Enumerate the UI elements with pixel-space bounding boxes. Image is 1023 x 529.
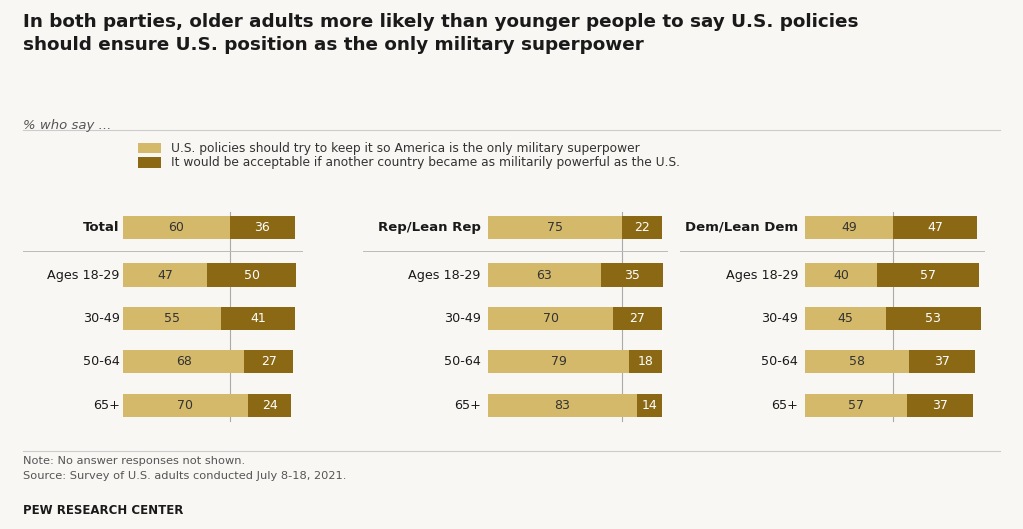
FancyBboxPatch shape xyxy=(629,350,662,373)
Text: 58: 58 xyxy=(849,355,865,368)
Text: 68: 68 xyxy=(176,355,191,368)
Text: 37: 37 xyxy=(934,355,950,368)
Text: 14: 14 xyxy=(641,399,657,412)
Text: 50-64: 50-64 xyxy=(83,355,120,368)
Text: 53: 53 xyxy=(925,312,941,325)
Text: Ages 18-29: Ages 18-29 xyxy=(725,269,798,281)
FancyBboxPatch shape xyxy=(805,216,893,239)
FancyBboxPatch shape xyxy=(805,394,907,417)
FancyBboxPatch shape xyxy=(123,307,221,330)
Text: 79: 79 xyxy=(550,355,567,368)
FancyBboxPatch shape xyxy=(877,263,979,287)
Text: 70: 70 xyxy=(177,399,193,412)
Text: 70: 70 xyxy=(542,312,559,325)
Text: 47: 47 xyxy=(157,269,173,281)
FancyBboxPatch shape xyxy=(805,350,909,373)
FancyBboxPatch shape xyxy=(221,307,295,330)
FancyBboxPatch shape xyxy=(123,216,230,239)
Text: 35: 35 xyxy=(624,269,640,281)
Text: 30-49: 30-49 xyxy=(83,312,120,325)
FancyBboxPatch shape xyxy=(893,216,977,239)
FancyBboxPatch shape xyxy=(907,394,974,417)
FancyBboxPatch shape xyxy=(636,394,662,417)
Text: 65+: 65+ xyxy=(771,399,798,412)
Text: 45: 45 xyxy=(838,312,853,325)
Text: 50-64: 50-64 xyxy=(444,355,481,368)
Text: 36: 36 xyxy=(255,221,270,234)
Text: Rep/Lean Rep: Rep/Lean Rep xyxy=(377,221,481,234)
Text: 30-49: 30-49 xyxy=(444,312,481,325)
FancyBboxPatch shape xyxy=(488,216,622,239)
Text: U.S. policies should try to keep it so America is the only military superpower: U.S. policies should try to keep it so A… xyxy=(171,142,639,154)
FancyBboxPatch shape xyxy=(805,307,886,330)
Text: 41: 41 xyxy=(250,312,266,325)
Text: Ages 18-29: Ages 18-29 xyxy=(47,269,120,281)
FancyBboxPatch shape xyxy=(622,216,662,239)
Text: 57: 57 xyxy=(848,399,864,412)
Text: 27: 27 xyxy=(261,355,276,368)
Text: 55: 55 xyxy=(164,312,180,325)
Text: 18: 18 xyxy=(637,355,654,368)
FancyBboxPatch shape xyxy=(488,307,613,330)
Text: In both parties, older adults more likely than younger people to say U.S. polici: In both parties, older adults more likel… xyxy=(23,13,858,54)
Text: 40: 40 xyxy=(833,269,849,281)
Text: 27: 27 xyxy=(629,312,646,325)
FancyBboxPatch shape xyxy=(601,263,663,287)
Text: 49: 49 xyxy=(841,221,857,234)
Text: 65+: 65+ xyxy=(454,399,481,412)
FancyBboxPatch shape xyxy=(886,307,980,330)
Text: 37: 37 xyxy=(932,399,948,412)
Text: Dem/Lean Dem: Dem/Lean Dem xyxy=(684,221,798,234)
Text: 83: 83 xyxy=(554,399,570,412)
Text: 63: 63 xyxy=(536,269,552,281)
Text: 30-49: 30-49 xyxy=(761,312,798,325)
Text: 50: 50 xyxy=(243,269,260,281)
Text: 65+: 65+ xyxy=(93,399,120,412)
Text: 47: 47 xyxy=(927,221,943,234)
FancyBboxPatch shape xyxy=(488,263,601,287)
Text: 60: 60 xyxy=(169,221,184,234)
FancyBboxPatch shape xyxy=(244,350,293,373)
FancyBboxPatch shape xyxy=(613,307,662,330)
FancyBboxPatch shape xyxy=(123,350,244,373)
Text: 24: 24 xyxy=(262,399,277,412)
Text: Ages 18-29: Ages 18-29 xyxy=(408,269,481,281)
FancyBboxPatch shape xyxy=(123,263,207,287)
Text: It would be acceptable if another country became as militarily powerful as the U: It would be acceptable if another countr… xyxy=(171,156,680,169)
Text: 57: 57 xyxy=(920,269,936,281)
FancyBboxPatch shape xyxy=(805,263,877,287)
FancyBboxPatch shape xyxy=(248,394,291,417)
FancyBboxPatch shape xyxy=(207,263,297,287)
Text: 50-64: 50-64 xyxy=(761,355,798,368)
Text: Note: No answer responses not shown.
Source: Survey of U.S. adults conducted Jul: Note: No answer responses not shown. Sou… xyxy=(23,456,346,481)
Text: % who say ...: % who say ... xyxy=(23,119,110,132)
FancyBboxPatch shape xyxy=(138,157,161,168)
FancyBboxPatch shape xyxy=(488,350,629,373)
FancyBboxPatch shape xyxy=(230,216,295,239)
FancyBboxPatch shape xyxy=(123,394,248,417)
FancyBboxPatch shape xyxy=(488,394,636,417)
Text: 22: 22 xyxy=(634,221,650,234)
FancyBboxPatch shape xyxy=(138,143,161,153)
Text: 75: 75 xyxy=(547,221,563,234)
FancyBboxPatch shape xyxy=(909,350,975,373)
Text: PEW RESEARCH CENTER: PEW RESEARCH CENTER xyxy=(23,504,183,517)
Text: Total: Total xyxy=(83,221,120,234)
